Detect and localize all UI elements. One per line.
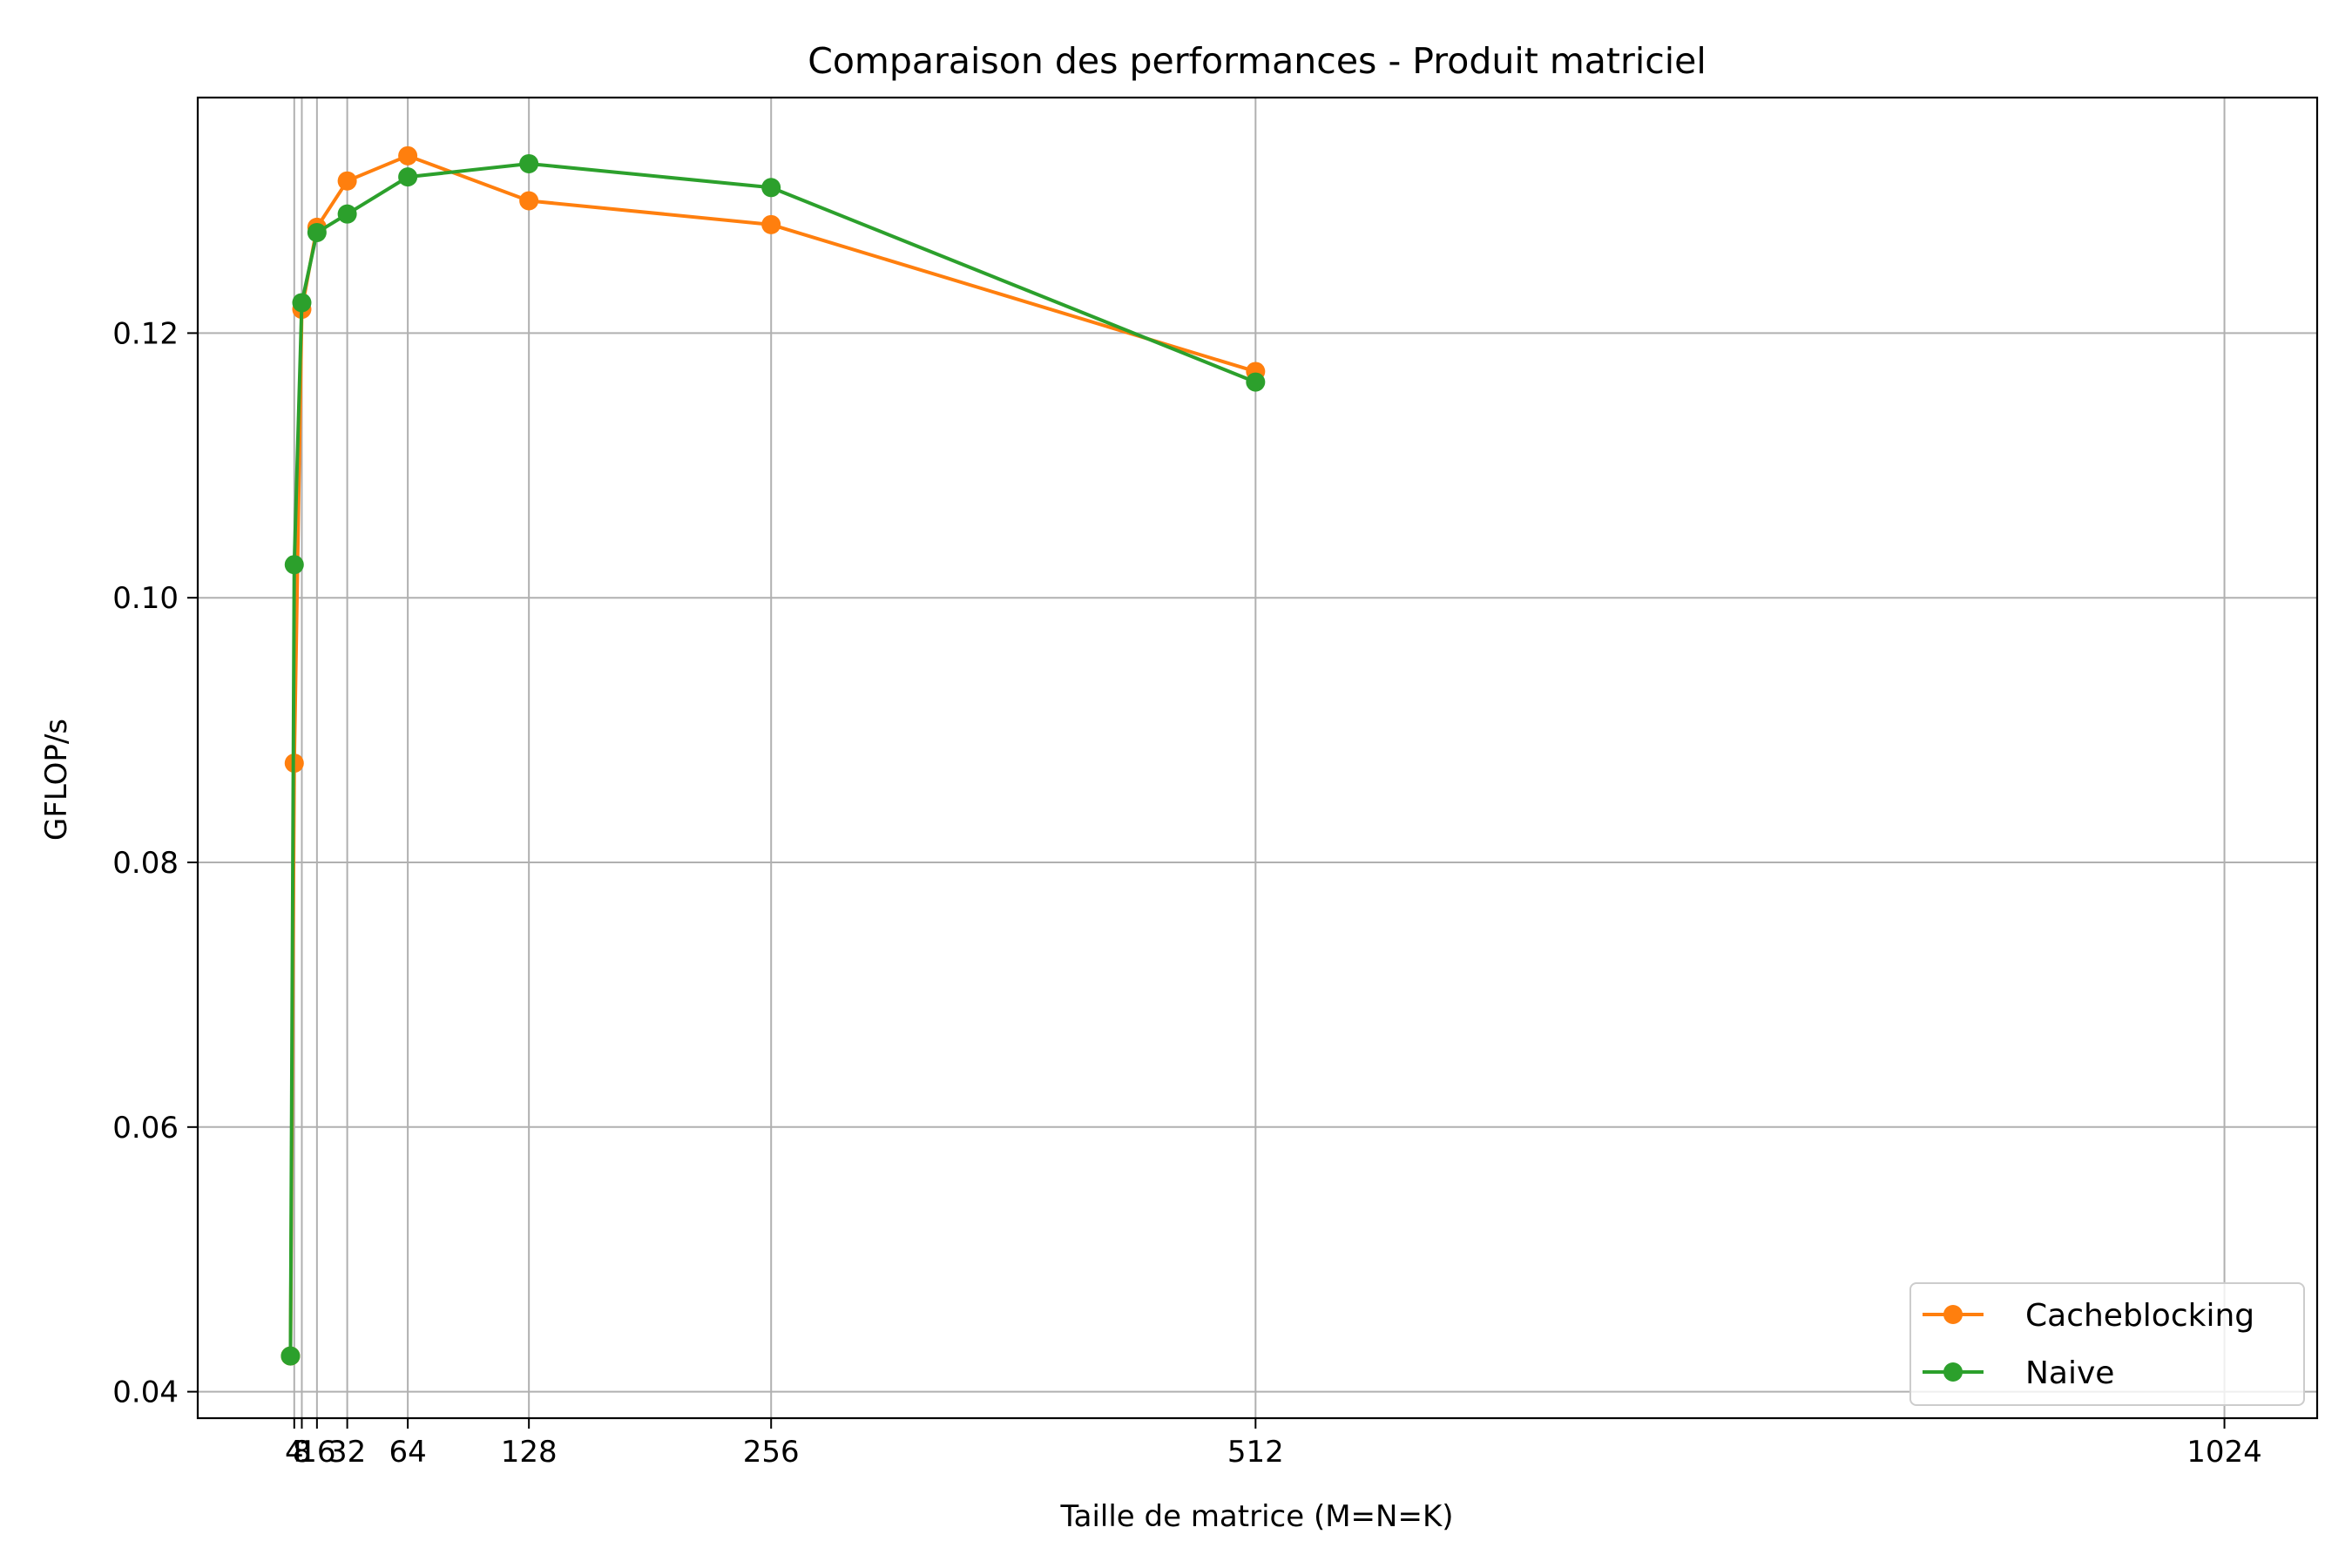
y-tick-label: 0.06 — [112, 1111, 179, 1146]
y-tick-label: 0.10 — [112, 581, 179, 616]
x-tick-label: 32 — [328, 1435, 366, 1470]
x-axis-label: Taille de matrice (M=N=K) — [1059, 1499, 1453, 1534]
data-point — [519, 153, 539, 173]
data-point — [307, 222, 327, 242]
x-tick-label: 128 — [501, 1435, 558, 1470]
data-point — [761, 178, 781, 198]
chart-title: Comparaison des performances - Produit m… — [808, 40, 1707, 82]
data-point — [337, 171, 357, 191]
x-tick-label: 64 — [389, 1435, 426, 1470]
x-tick-label: 16 — [298, 1435, 335, 1470]
x-tick-label: 8 — [293, 1435, 312, 1470]
legend-marker — [1943, 1305, 1963, 1324]
legend-box — [1909, 1282, 2305, 1406]
data-point — [292, 293, 312, 313]
y-tick-label: 0.04 — [112, 1375, 179, 1410]
legend-item: Cacheblocking — [1923, 1298, 2254, 1334]
data-point — [519, 191, 539, 211]
data-point — [337, 204, 357, 224]
y-tick-label: 0.08 — [112, 846, 179, 881]
data-point — [398, 145, 418, 166]
series-naive — [280, 153, 1266, 1366]
data-point — [761, 214, 781, 234]
plot-frame — [196, 96, 2319, 1420]
legend-label: Cacheblocking — [2025, 1298, 2254, 1334]
legend: Cacheblocking Naive — [1909, 1282, 2305, 1406]
x-tick-label: 4 — [285, 1435, 304, 1470]
y-axis-label: GFLOP/s — [39, 719, 74, 841]
y-tick-label: 0.12 — [112, 316, 179, 351]
x-tick-label: 256 — [743, 1435, 800, 1470]
y-axis-ticks: 0.04 0.06 0.08 0.10 0.12 — [112, 316, 198, 1410]
legend-marker — [1943, 1362, 1963, 1382]
data-point — [284, 555, 304, 575]
x-tick-label: 1024 — [2186, 1435, 2262, 1470]
data-point — [1246, 372, 1266, 392]
x-tick-label: 512 — [1227, 1435, 1284, 1470]
legend-label: Naive — [2025, 1355, 2114, 1391]
data-point — [398, 167, 418, 187]
series-layer — [280, 145, 1266, 1366]
data-point — [280, 1346, 301, 1366]
legend-item: Naive — [1923, 1355, 2114, 1391]
